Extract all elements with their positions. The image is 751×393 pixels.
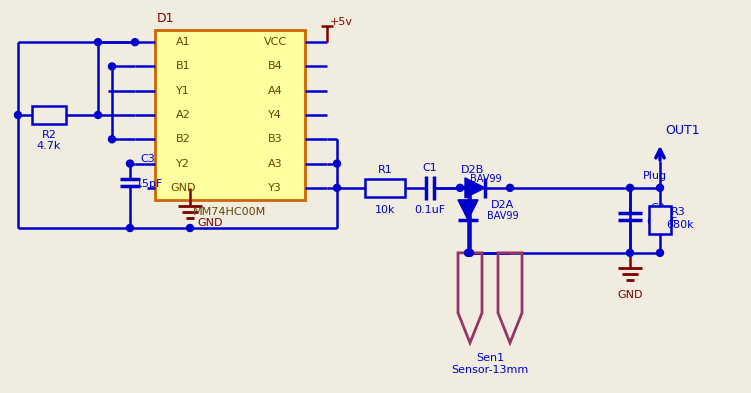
Text: Y1: Y1: [176, 86, 190, 96]
Text: GND: GND: [198, 218, 223, 228]
Bar: [32, 106, 66, 124]
Bar: [155, 30, 305, 200]
Text: B2: B2: [176, 134, 190, 144]
Text: A2: A2: [176, 110, 190, 120]
Text: 0.1uF: 0.1uF: [647, 217, 677, 228]
Polygon shape: [465, 178, 485, 198]
Circle shape: [466, 249, 473, 256]
Circle shape: [14, 112, 22, 119]
Circle shape: [333, 160, 340, 167]
Text: Sen1: Sen1: [476, 353, 504, 363]
Circle shape: [506, 184, 514, 191]
Bar: [365, 179, 405, 197]
Text: R3: R3: [671, 208, 686, 217]
Circle shape: [656, 249, 663, 256]
Text: Y3: Y3: [268, 183, 282, 193]
Text: D2A: D2A: [490, 200, 514, 210]
Circle shape: [333, 184, 340, 191]
Text: D2B: D2B: [460, 165, 484, 175]
Text: VCC: VCC: [264, 37, 287, 47]
Text: 15pF: 15pF: [137, 178, 164, 189]
Circle shape: [108, 136, 116, 143]
Text: R2: R2: [41, 130, 56, 140]
Text: R1: R1: [378, 165, 392, 175]
Text: GND: GND: [617, 290, 643, 300]
Bar: [649, 206, 671, 234]
Circle shape: [457, 184, 463, 191]
Text: 0.1uF: 0.1uF: [415, 205, 445, 215]
Text: GND: GND: [170, 183, 196, 193]
Circle shape: [186, 224, 194, 231]
Circle shape: [95, 112, 101, 119]
Text: +5v: +5v: [330, 17, 352, 27]
Text: 4.7k: 4.7k: [37, 141, 61, 151]
Text: MM74HC00M: MM74HC00M: [193, 207, 267, 217]
Text: A4: A4: [267, 86, 282, 96]
Text: B3: B3: [267, 134, 282, 144]
Text: B1: B1: [176, 61, 190, 72]
Text: BAV99: BAV99: [487, 211, 519, 221]
Circle shape: [465, 249, 472, 256]
Text: C2: C2: [650, 203, 665, 213]
Text: C3: C3: [140, 154, 155, 163]
Text: 10k: 10k: [375, 205, 395, 215]
Text: BAV99: BAV99: [470, 174, 502, 184]
Circle shape: [126, 160, 134, 167]
Circle shape: [126, 224, 134, 231]
Text: Sensor-13mm: Sensor-13mm: [451, 365, 529, 375]
Circle shape: [656, 184, 663, 191]
Text: C1: C1: [423, 163, 437, 173]
Text: B4: B4: [267, 61, 282, 72]
Circle shape: [95, 39, 101, 46]
Circle shape: [108, 63, 116, 70]
Text: 680k: 680k: [666, 220, 694, 230]
Text: OUT1: OUT1: [665, 124, 700, 138]
Text: A3: A3: [267, 158, 282, 169]
Circle shape: [466, 184, 473, 191]
Text: A1: A1: [176, 37, 190, 47]
Circle shape: [626, 249, 634, 256]
Text: D1: D1: [156, 11, 173, 24]
Text: Y2: Y2: [176, 158, 190, 169]
Text: Y4: Y4: [268, 110, 282, 120]
Circle shape: [131, 39, 138, 46]
Text: Plug: Plug: [643, 171, 667, 181]
Circle shape: [465, 184, 472, 191]
Polygon shape: [458, 200, 478, 220]
Circle shape: [626, 184, 634, 191]
